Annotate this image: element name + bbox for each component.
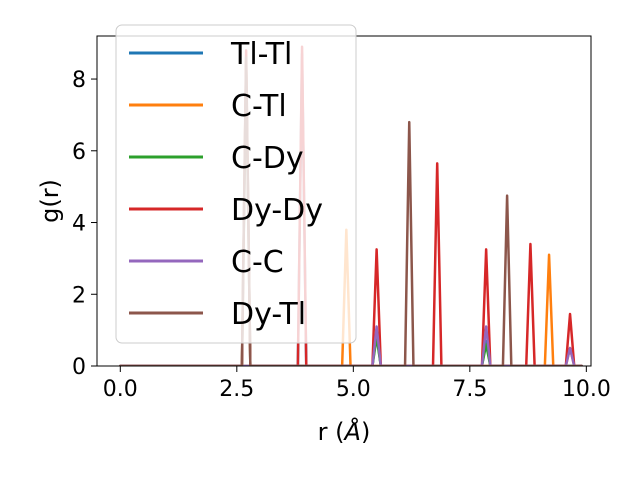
y-tick-label: 8 <box>72 68 86 93</box>
y-tick-label: 6 <box>72 140 86 165</box>
legend: Tl-Tl C-Tl C-Dy Dy-Dy C-C Dy-Tl <box>115 24 357 344</box>
legend-label: Dy-Tl <box>231 297 306 332</box>
legend-label: Dy-Dy <box>231 193 323 228</box>
legend-label: C-Tl <box>231 89 287 124</box>
x-tick-label: 5.0 <box>336 377 371 402</box>
legend-box <box>115 24 357 344</box>
x-axis: 0.0 2.5 5.0 7.5 10.0 <box>103 366 611 402</box>
y-axis: 0 2 4 6 8 <box>72 68 97 380</box>
x-tick-label: 10.0 <box>562 377 611 402</box>
y-axis-label: g(r) <box>36 179 64 223</box>
legend-label: Tl-Tl <box>230 37 292 72</box>
x-tick-label: 0.0 <box>103 377 138 402</box>
y-tick-label: 2 <box>72 283 86 308</box>
legend-label: C-Dy <box>231 141 304 176</box>
series-line-dy-dy <box>119 45 583 366</box>
y-tick-label: 0 <box>72 355 86 380</box>
x-axis-label-unit: Å <box>343 417 361 446</box>
x-tick-label: 7.5 <box>452 377 487 402</box>
series-line-c-c <box>119 325 583 366</box>
legend-label: C-C <box>231 245 284 280</box>
x-tick-label: 2.5 <box>219 377 254 402</box>
y-tick-label: 4 <box>72 212 86 237</box>
x-axis-label-main: r ( <box>318 418 345 446</box>
x-axis-label: r (Å) <box>318 417 371 446</box>
x-axis-label-end: ) <box>361 418 370 446</box>
